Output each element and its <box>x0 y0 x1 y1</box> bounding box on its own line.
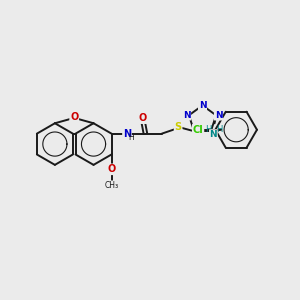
Text: N: N <box>123 129 131 139</box>
Text: Cl: Cl <box>193 125 203 135</box>
Text: S: S <box>175 122 182 132</box>
Text: CH₃: CH₃ <box>104 181 118 190</box>
Text: O: O <box>107 164 116 174</box>
Text: H: H <box>216 125 222 134</box>
Text: N: N <box>210 130 217 139</box>
Text: H: H <box>128 133 134 142</box>
Text: O: O <box>70 112 78 122</box>
Text: N: N <box>183 111 190 120</box>
Text: N: N <box>199 101 206 110</box>
Text: H: H <box>206 125 212 134</box>
Text: O: O <box>139 113 147 123</box>
Text: N: N <box>214 111 222 120</box>
